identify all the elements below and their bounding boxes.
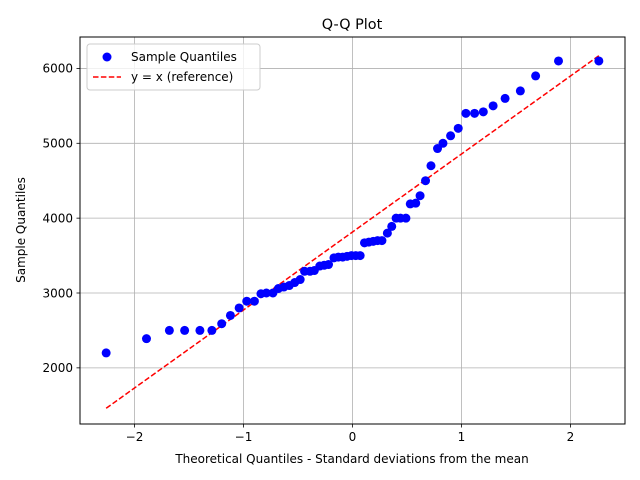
data-point xyxy=(195,325,205,335)
data-point xyxy=(377,236,387,246)
legend-label-sample-quantiles: Sample Quantiles xyxy=(131,50,237,64)
x-axis-ticks: −2 −1 0 1 2 xyxy=(126,424,575,444)
data-point xyxy=(478,107,488,117)
y-axis-title: Sample Quantiles xyxy=(14,177,28,283)
x-axis-title: Theoretical Quantiles - Standard deviati… xyxy=(174,452,528,466)
legend-box xyxy=(86,43,261,91)
data-point xyxy=(446,131,456,141)
reference-line xyxy=(105,55,600,409)
chart-title: Q-Q Plot xyxy=(322,17,383,33)
x-tick-label: 2 xyxy=(567,430,575,444)
data-point xyxy=(234,303,244,313)
data-point xyxy=(421,176,431,186)
data-point xyxy=(438,138,448,148)
data-point xyxy=(225,310,235,320)
data-point xyxy=(453,123,463,133)
data-point xyxy=(355,251,365,261)
data-point xyxy=(470,108,480,118)
data-point xyxy=(411,198,421,208)
y-tick-label: 2000 xyxy=(42,361,73,375)
data-point xyxy=(207,325,217,335)
data-point xyxy=(415,191,425,201)
data-point xyxy=(426,161,436,171)
data-point xyxy=(515,86,525,96)
reference-line-layer xyxy=(105,55,600,409)
data-point xyxy=(461,108,471,118)
x-tick-label: 0 xyxy=(349,430,357,444)
data-point xyxy=(261,288,271,298)
data-point xyxy=(101,348,111,358)
x-tick-label: −1 xyxy=(235,430,253,444)
y-axis-ticks: 2000 3000 4000 5000 6000 xyxy=(42,62,80,375)
data-point xyxy=(500,93,510,103)
data-point xyxy=(554,56,564,66)
data-point xyxy=(242,296,252,306)
data-point xyxy=(249,296,259,306)
legend-label-reference-line: y = x (reference) xyxy=(131,70,233,84)
y-tick-label: 5000 xyxy=(42,137,73,151)
y-tick-label: 4000 xyxy=(42,211,73,225)
data-point xyxy=(141,334,151,344)
y-tick-label: 3000 xyxy=(42,286,73,300)
x-tick-label: 1 xyxy=(458,430,466,444)
scatter-points xyxy=(101,56,604,358)
legend: Sample Quantiles y = x (reference) xyxy=(86,43,261,91)
data-point xyxy=(382,228,392,238)
grid xyxy=(80,37,625,424)
data-point xyxy=(217,319,227,329)
data-point xyxy=(180,325,190,335)
data-point xyxy=(387,221,397,231)
legend-marker-sample-quantiles xyxy=(102,52,112,62)
data-point xyxy=(324,260,334,270)
x-tick-label: −2 xyxy=(126,430,144,444)
data-point xyxy=(531,71,541,81)
data-point xyxy=(164,325,174,335)
y-tick-label: 6000 xyxy=(42,62,73,76)
data-point xyxy=(295,275,305,285)
data-point xyxy=(401,213,411,223)
data-point xyxy=(488,101,498,111)
data-point xyxy=(594,56,604,66)
